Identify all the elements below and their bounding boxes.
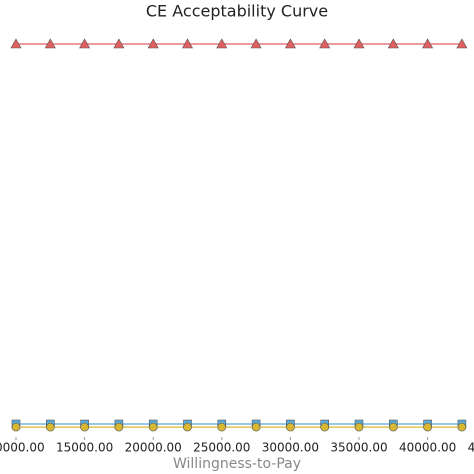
marker <box>11 422 21 432</box>
marker <box>286 422 295 432</box>
x-tick-label: 30000.00 <box>262 441 319 455</box>
marker <box>80 422 89 432</box>
marker <box>114 422 124 432</box>
marker <box>181 38 194 49</box>
marker <box>423 422 432 432</box>
marker <box>183 422 192 432</box>
marker <box>147 38 159 49</box>
x-tick-label: 35000.00 <box>330 441 387 455</box>
marker <box>284 38 296 49</box>
marker <box>457 422 467 432</box>
marker <box>319 38 331 49</box>
x-tick-label: 20000.00 <box>125 441 182 455</box>
marker <box>45 422 55 432</box>
x-tick-label: 15000.00 <box>56 441 113 455</box>
marker <box>251 422 261 432</box>
chart-title: CE Acceptability Curve <box>146 2 328 21</box>
x-tick-label: 45000.00 <box>468 441 474 455</box>
marker <box>79 38 91 49</box>
marker <box>10 38 22 49</box>
marker <box>250 38 262 49</box>
x-tick-label: 10000.00 <box>0 441 45 455</box>
marker <box>44 38 56 49</box>
marker <box>422 38 434 49</box>
marker <box>148 422 158 432</box>
x-axis-label: Willingness-to-Pay <box>173 456 301 472</box>
marker <box>216 38 228 49</box>
marker <box>388 422 398 432</box>
marker <box>320 422 329 432</box>
marker <box>217 422 227 432</box>
marker <box>387 38 399 49</box>
x-tick-label: 40000.00 <box>399 441 456 455</box>
marker <box>113 38 125 49</box>
marker <box>354 422 364 432</box>
x-tick-label: 25000.00 <box>193 441 250 455</box>
marker <box>456 38 468 49</box>
marker <box>353 38 365 49</box>
